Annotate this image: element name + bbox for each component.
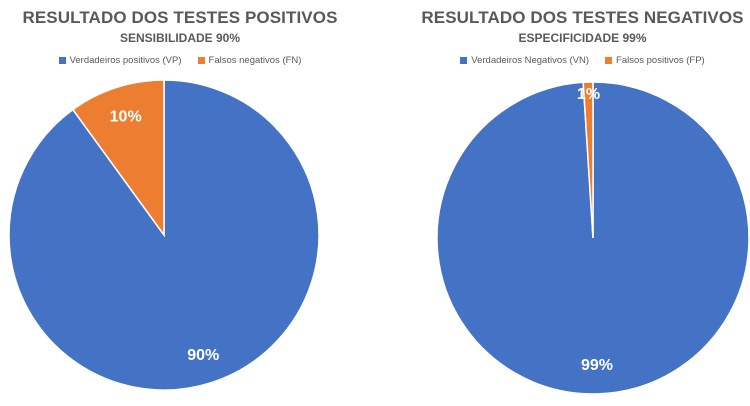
legend-swatch (58, 57, 66, 64)
legend-item: Falsos negativos (FN) (197, 55, 302, 66)
chart-title: RESULTADO DOS TESTES NEGATIVOS (421, 8, 744, 27)
legend-label: Verdadeiros positivos (VP) (69, 55, 182, 66)
legend-item: Verdadeiros Negativos (VN) (460, 55, 589, 66)
slice-data-label: 90% (187, 347, 219, 364)
slice-data-label: 99% (581, 357, 613, 374)
legend: Verdadeiros positivos (VP) Falsos negati… (0, 55, 360, 66)
chart-subtitle: ESPECIFICIDADE 99% (518, 31, 647, 45)
legend: Verdadeiros Negativos (VN) Falsos positi… (415, 55, 750, 66)
pie-chart: 99% 1% (436, 81, 750, 395)
slice-data-label: 1% (577, 86, 600, 103)
pie-chart: 90% 10% (8, 79, 320, 391)
chart-positive-tests: RESULTADO DOS TESTES POSITIVOS SENSIBILI… (0, 0, 360, 406)
pie-slice (71, 79, 165, 238)
legend-swatch (460, 57, 468, 64)
chart-subtitle: SENSIBILIDADE 90% (119, 31, 241, 45)
legend-label: Falsos negativos (FN) (208, 55, 302, 66)
chart-title: RESULTADO DOS TESTES POSITIVOS (22, 8, 338, 27)
legend-label: Falsos positivos (FP) (616, 55, 705, 66)
legend-item: Verdadeiros positivos (VP) (58, 55, 182, 66)
slice-data-label: 10% (110, 108, 142, 125)
legend-swatch (605, 57, 613, 64)
legend-swatch (197, 57, 205, 64)
legend-item: Falsos positivos (FP) (605, 55, 705, 66)
pie-slice (582, 81, 594, 239)
chart-negative-tests: RESULTADO DOS TESTES NEGATIVOS ESPECIFIC… (415, 0, 750, 406)
legend-label: Verdadeiros Negativos (VN) (471, 55, 590, 66)
